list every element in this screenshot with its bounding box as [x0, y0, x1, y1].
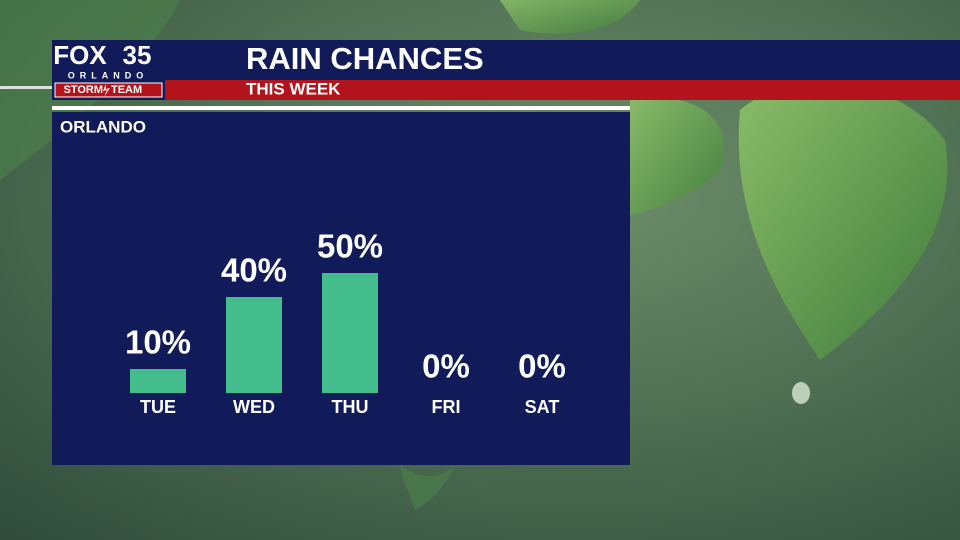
x-tick-label: TUE	[140, 397, 176, 417]
leaf	[400, 465, 455, 510]
bar	[322, 273, 378, 393]
value-label: 0%	[518, 348, 566, 385]
logo-bolt	[103, 84, 110, 97]
leaf	[630, 97, 724, 215]
chart-subtitle: THIS WEEK	[246, 79, 341, 98]
bar	[226, 297, 282, 393]
location-label: ORLANDO	[60, 117, 146, 136]
logo-city: ORLANDO	[68, 70, 149, 80]
value-label: 50%	[317, 228, 383, 265]
logo-brand: FOX	[53, 40, 107, 70]
panel-rule	[52, 106, 630, 110]
plot-area: 10% TUE 40% WED 50% THU 0% FRI 0% SAT	[125, 228, 566, 417]
x-tick-label: WED	[233, 397, 275, 417]
bar	[130, 369, 186, 393]
value-label: 10%	[125, 324, 191, 361]
raindrop	[792, 382, 810, 404]
value-label: 0%	[422, 348, 470, 385]
subheader-band	[52, 80, 960, 100]
logo-number: 35	[123, 40, 152, 70]
logo-team-left: STORM	[63, 84, 103, 96]
leaf	[500, 0, 640, 34]
logo-team-right: TEAM	[111, 84, 142, 96]
header-band	[52, 40, 960, 80]
x-tick-label: THU	[332, 397, 369, 417]
x-tick-label: SAT	[525, 397, 560, 417]
header-rule	[0, 86, 52, 89]
chart-title: RAIN CHANCES	[246, 41, 484, 76]
value-label: 40%	[221, 252, 287, 289]
x-tick-label: FRI	[432, 397, 461, 417]
leaf	[738, 81, 948, 361]
